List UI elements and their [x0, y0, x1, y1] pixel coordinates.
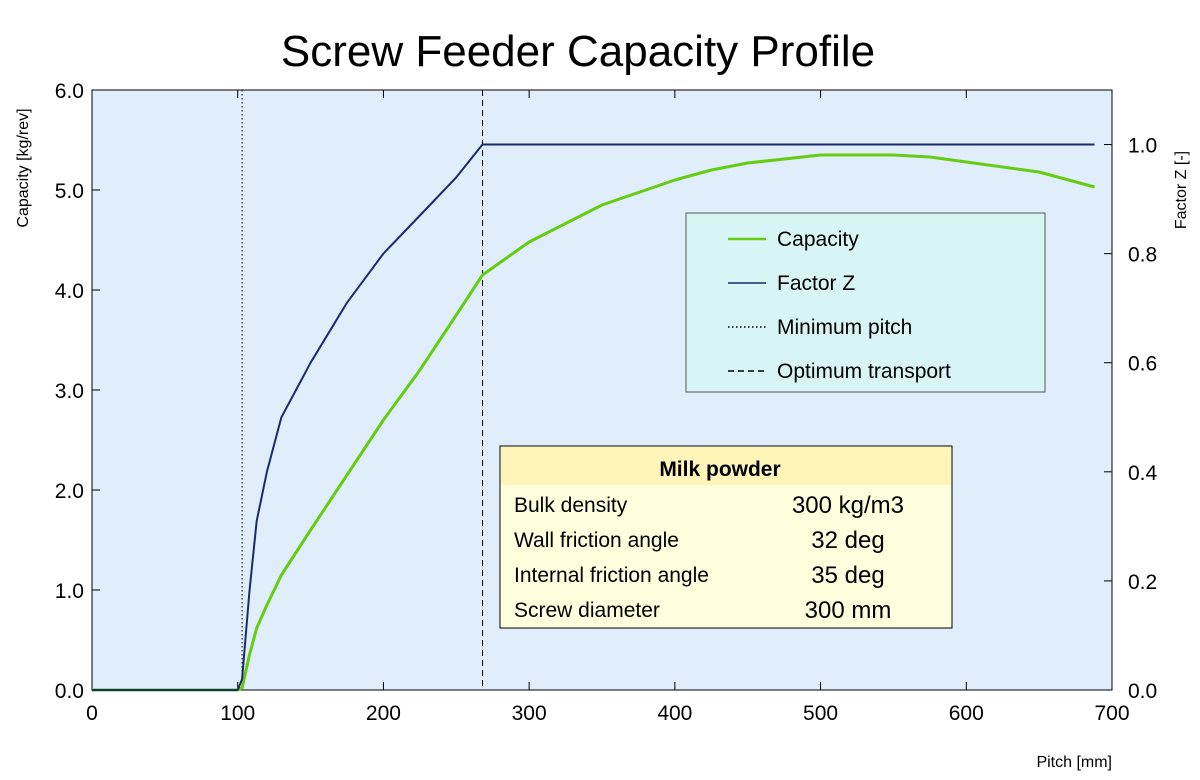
x-tick-label: 0	[86, 702, 98, 725]
x-tick-label: 200	[366, 702, 401, 725]
info-row-value: 35 deg	[811, 562, 884, 589]
info-row-label: Wall friction angle	[514, 529, 679, 552]
y2-tick-label: 0.8	[1128, 244, 1157, 267]
chart-title: Screw Feeder Capacity Profile	[281, 27, 875, 76]
y2-tick-label: 0.6	[1128, 353, 1157, 376]
y-axis-left: 0.0 1.0 2.0 3.0 4.0 5.0 6.0	[55, 80, 100, 703]
x-axis: 0 100 200 300 400 500 600 700	[86, 90, 1130, 725]
y-axis-label: Capacity [kg/rev]	[15, 108, 32, 227]
x-tick-label: 700	[1094, 702, 1129, 725]
y-tick-label: 6.0	[55, 80, 84, 103]
material-info-box: Milk powder Bulk density 300 kg/m3 Wall fr…	[499, 445, 953, 629]
y2-tick-label: 0.0	[1128, 680, 1157, 703]
y-tick-label: 1.0	[55, 580, 84, 603]
y-tick-label: 3.0	[55, 380, 84, 403]
legend-entry: Capacity	[777, 228, 859, 251]
info-row-value: 32 deg	[811, 527, 884, 554]
y2-tick-label: 1.0	[1128, 135, 1157, 158]
capacity-series-line	[92, 153, 1095, 692]
y-axis-right: 0.0 0.2 0.4 0.6 0.8 1.0	[1104, 135, 1158, 703]
legend-entry: Optimum transport	[777, 360, 951, 383]
y-tick-label: 2.0	[55, 480, 84, 503]
info-row-value: 300 kg/m3	[792, 492, 904, 519]
x-tick-label: 400	[657, 702, 692, 725]
legend-entry: Factor Z	[777, 272, 855, 295]
y2-axis-label: Factor Z [-]	[1173, 151, 1190, 229]
x-tick-label: 600	[949, 702, 984, 725]
x-tick-label: 100	[220, 702, 255, 725]
y2-tick-label: 0.2	[1128, 571, 1157, 594]
info-row-label: Bulk density	[514, 494, 628, 517]
x-tick-label: 300	[512, 702, 547, 725]
factor-z-series-line	[92, 143, 1095, 691]
y-tick-label: 5.0	[55, 180, 84, 203]
info-row-label: Screw diameter	[514, 599, 660, 622]
x-axis-label: Pitch [mm]	[1036, 754, 1112, 771]
legend-box	[685, 212, 1046, 393]
info-box-header	[501, 447, 951, 485]
series-lines	[92, 143, 1095, 692]
reference-lines	[241, 90, 484, 690]
legend: Capacity Factor Z Minimum pitch Optimum tra…	[685, 212, 1046, 393]
legend-entry: Minimum pitch	[777, 316, 912, 339]
y-tick-label: 4.0	[55, 280, 84, 303]
info-box-title: Milk powder	[659, 458, 780, 481]
info-row-label: Internal friction angle	[514, 564, 709, 587]
y2-tick-label: 0.4	[1128, 462, 1158, 485]
x-tick-label: 500	[803, 702, 838, 725]
info-row-value: 300 mm	[805, 597, 892, 624]
y-tick-label: 0.0	[55, 680, 84, 703]
